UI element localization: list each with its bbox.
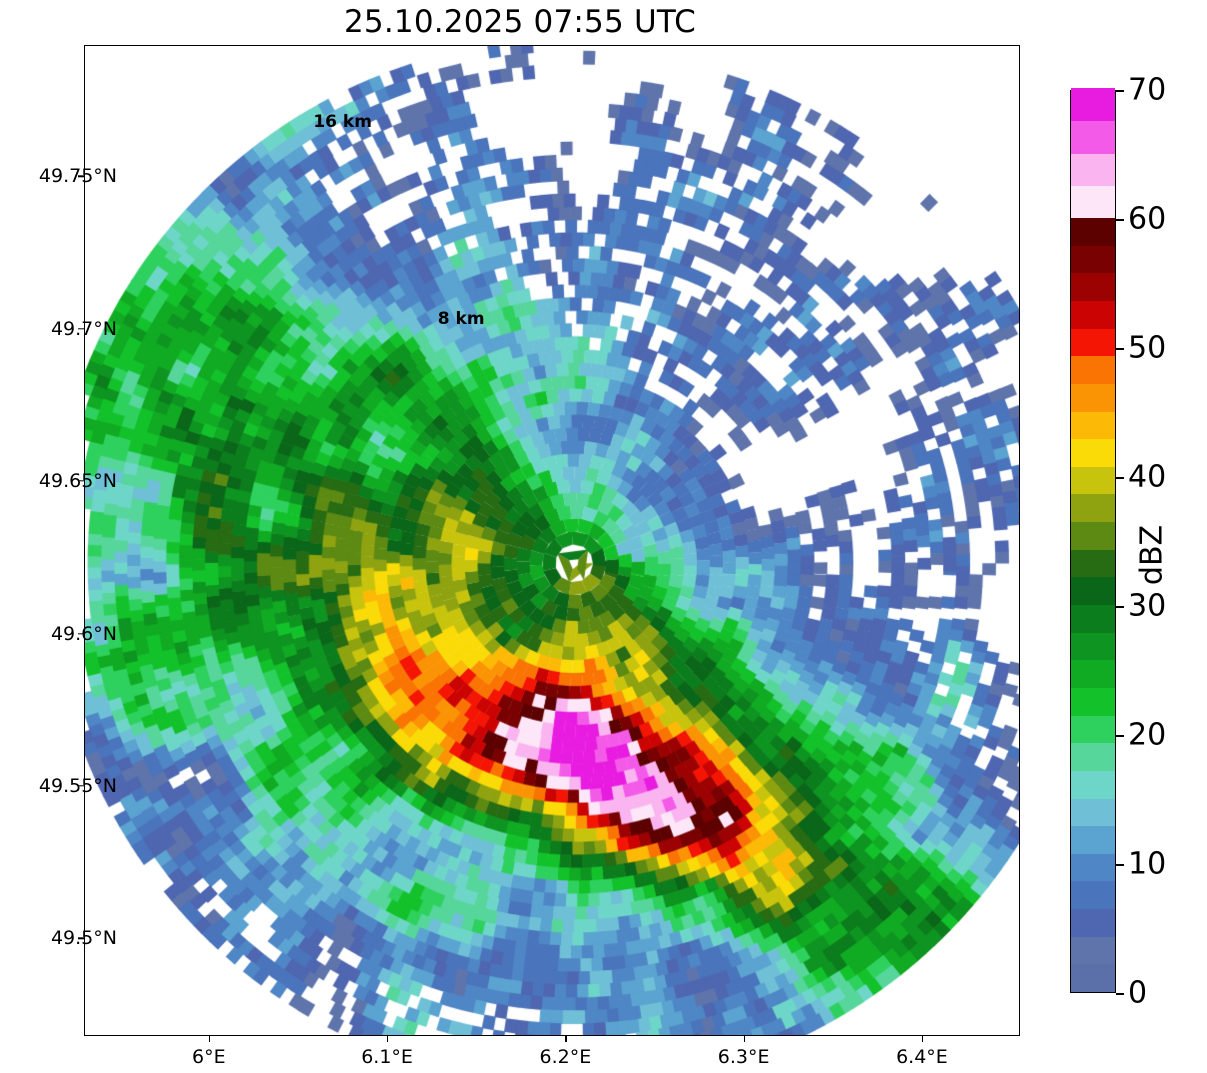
colorbar-tick-mark — [1116, 993, 1124, 995]
y-axis-tick-mark — [78, 327, 84, 330]
colorbar-segment — [1071, 355, 1115, 384]
colorbar-segment — [1071, 714, 1115, 744]
colorbar-tick-label: 70 — [1128, 72, 1167, 108]
range-ring-label: 8 km — [437, 308, 485, 329]
x-axis-tick-mark — [921, 1036, 924, 1042]
y-axis-tick-mark — [78, 175, 84, 177]
colorbar-tick-label: 40 — [1128, 459, 1167, 495]
colorbar-segment — [1071, 272, 1115, 301]
colorbar-segment — [1071, 853, 1115, 882]
colorbar-segment — [1071, 88, 1115, 122]
colorbar-segment — [1071, 659, 1115, 688]
colorbar-tick-mark — [1116, 606, 1124, 608]
x-axis-tick-label: 6.3°E — [717, 1046, 770, 1068]
y-axis-tick-label: 49.55°N — [38, 774, 117, 797]
colorbar-tick-label: 0 — [1128, 975, 1148, 1011]
colorbar-segment — [1071, 217, 1115, 246]
colorbar-segment — [1071, 521, 1115, 550]
colorbar-gradient — [1070, 88, 1116, 993]
y-axis-tick-mark — [78, 937, 84, 940]
colorbar-tick-mark — [1116, 90, 1124, 92]
colorbar[interactable] — [1070, 88, 1116, 993]
x-axis-tick-mark — [387, 1036, 389, 1042]
colorbar-tick-mark — [1116, 735, 1124, 737]
colorbar-segment — [1071, 438, 1115, 467]
colorbar-title: dBZ — [1134, 524, 1170, 586]
map-overlay-layer — [85, 46, 1019, 1035]
colorbar-segment — [1071, 549, 1115, 578]
colorbar-tick-mark — [1116, 477, 1124, 479]
x-axis-tick-mark — [565, 1036, 567, 1042]
colorbar-segment — [1071, 152, 1115, 186]
colorbar-segment — [1071, 687, 1115, 716]
x-axis-tick-label: 6.1°E — [361, 1046, 413, 1068]
radar-map-plot[interactable] — [84, 45, 1020, 1036]
colorbar-segment — [1071, 825, 1115, 854]
colorbar-tick-mark — [1116, 348, 1124, 350]
colorbar-segment — [1071, 493, 1115, 523]
colorbar-segment — [1071, 880, 1115, 910]
y-axis-tick-mark — [78, 480, 84, 482]
y-axis-tick-mark — [78, 632, 84, 635]
colorbar-segment — [1071, 466, 1115, 495]
colorbar-segment — [1071, 576, 1115, 605]
colorbar-segment — [1071, 383, 1115, 412]
colorbar-segment — [1071, 742, 1115, 771]
page-title: 25.10.2025 07:55 UTC — [344, 4, 696, 40]
colorbar-segment — [1071, 908, 1115, 937]
y-axis-tick-label: 49.65°N — [38, 470, 117, 493]
colorbar-tick-label: 30 — [1128, 588, 1167, 624]
x-axis-tick-mark — [208, 1036, 211, 1042]
colorbar-segment — [1071, 770, 1115, 799]
x-axis-tick-label: 6.4°E — [896, 1046, 948, 1068]
colorbar-segment — [1071, 410, 1115, 440]
x-axis-tick-label: 6.2°E — [539, 1046, 592, 1068]
colorbar-tick-mark — [1116, 219, 1124, 221]
colorbar-tick-label: 60 — [1128, 201, 1167, 237]
colorbar-segment — [1071, 300, 1115, 329]
colorbar-segment — [1071, 245, 1115, 274]
x-axis-tick-label: 6°E — [192, 1046, 226, 1068]
colorbar-tick-mark — [1116, 864, 1124, 866]
colorbar-tick-label: 50 — [1128, 330, 1167, 366]
range-ring-label: 16 km — [313, 112, 372, 133]
colorbar-segment — [1071, 327, 1115, 357]
y-axis-tick-mark — [78, 785, 84, 787]
x-axis-tick-mark — [743, 1036, 746, 1042]
colorbar-segment — [1071, 936, 1115, 965]
colorbar-segment — [1071, 963, 1115, 992]
colorbar-segment — [1071, 120, 1115, 154]
colorbar-tick-label: 20 — [1128, 717, 1167, 753]
colorbar-segment — [1071, 185, 1115, 218]
colorbar-segment — [1071, 632, 1115, 661]
y-axis-tick-label: 49.75°N — [38, 165, 117, 188]
colorbar-tick-label: 10 — [1128, 846, 1167, 882]
colorbar-segment — [1071, 604, 1115, 633]
colorbar-segment — [1071, 797, 1115, 827]
